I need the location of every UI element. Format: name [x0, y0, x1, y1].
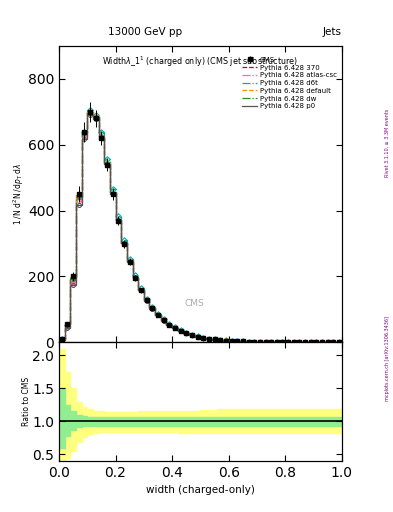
Legend: CMS, Pythia 6.428 370, Pythia 6.428 atlas-csc, Pythia 6.428 d6t, Pythia 6.428 de: CMS, Pythia 6.428 370, Pythia 6.428 atla…	[241, 55, 338, 111]
Pythia 6.428 370	[57, 336, 61, 343]
Line: Pythia 6.428 d6t: Pythia 6.428 d6t	[59, 110, 342, 343]
Pythia 6.428 370	[317, 339, 321, 346]
Pythia 6.428 default	[334, 339, 339, 346]
Pythia 6.428 p0	[334, 339, 339, 346]
Pythia 6.428 atlas-csc	[204, 336, 208, 342]
Pythia 6.428 d6t	[204, 335, 208, 342]
Pythia 6.428 d6t	[113, 213, 118, 219]
Pythia 6.428 dw	[334, 339, 339, 346]
Pythia 6.428 atlas-csc	[113, 217, 118, 223]
Y-axis label: $\mathrm{1\,/\,N}\;\mathrm{d}^2\mathrm{N}\,/\,\mathrm{d}p_\mathrm{T}\,\mathrm{d}: $\mathrm{1\,/\,N}\;\mathrm{d}^2\mathrm{N…	[12, 163, 26, 225]
Pythia 6.428 dw	[85, 110, 90, 116]
Pythia 6.428 default	[340, 339, 344, 346]
Pythia 6.428 atlas-csc	[317, 339, 321, 346]
Pythia 6.428 p0	[340, 339, 344, 346]
Pythia 6.428 atlas-csc	[328, 339, 333, 346]
Line: Pythia 6.428 atlas-csc: Pythia 6.428 atlas-csc	[59, 113, 342, 343]
Pythia 6.428 default	[85, 109, 90, 115]
Text: Width$\lambda\_1^1$ (charged only) (CMS jet substructure): Width$\lambda\_1^1$ (charged only) (CMS …	[103, 55, 298, 69]
Text: 13000 GeV pp: 13000 GeV pp	[108, 27, 182, 37]
Pythia 6.428 370	[204, 336, 208, 342]
Pythia 6.428 dw	[113, 217, 118, 223]
Pythia 6.428 default	[57, 336, 61, 342]
Pythia 6.428 p0	[204, 336, 208, 342]
Line: Pythia 6.428 default: Pythia 6.428 default	[59, 112, 342, 343]
Text: Rivet 3.1.10, ≥ 3.3M events: Rivet 3.1.10, ≥ 3.3M events	[385, 109, 389, 178]
Pythia 6.428 default	[125, 258, 129, 264]
Pythia 6.428 atlas-csc	[57, 337, 61, 343]
Pythia 6.428 dw	[57, 336, 61, 343]
Text: CMS: CMS	[185, 300, 205, 308]
Pythia 6.428 d6t	[125, 255, 129, 262]
Pythia 6.428 d6t	[226, 338, 231, 344]
Pythia 6.428 d6t	[328, 339, 333, 346]
Pythia 6.428 p0	[113, 217, 118, 223]
Pythia 6.428 p0	[328, 339, 333, 346]
Pythia 6.428 d6t	[340, 339, 344, 346]
X-axis label: width (charged-only): width (charged-only)	[146, 485, 255, 495]
Pythia 6.428 370	[125, 258, 129, 264]
Pythia 6.428 p0	[317, 339, 321, 346]
Pythia 6.428 p0	[226, 338, 231, 344]
Pythia 6.428 370	[328, 339, 333, 346]
Pythia 6.428 dw	[226, 338, 231, 344]
Pythia 6.428 370	[85, 109, 90, 115]
Pythia 6.428 default	[113, 217, 118, 223]
Line: Pythia 6.428 p0: Pythia 6.428 p0	[59, 115, 342, 343]
Pythia 6.428 default	[328, 339, 333, 346]
Pythia 6.428 dw	[317, 339, 321, 346]
Text: Jets: Jets	[323, 27, 342, 37]
Pythia 6.428 p0	[57, 337, 61, 344]
Pythia 6.428 dw	[340, 339, 344, 346]
Pythia 6.428 dw	[204, 336, 208, 342]
Pythia 6.428 370	[334, 339, 339, 346]
Pythia 6.428 default	[226, 338, 231, 344]
Pythia 6.428 atlas-csc	[226, 338, 231, 344]
Y-axis label: Ratio to CMS: Ratio to CMS	[22, 377, 31, 426]
Pythia 6.428 370	[113, 216, 118, 222]
Pythia 6.428 d6t	[57, 336, 61, 343]
Pythia 6.428 370	[226, 338, 231, 344]
Pythia 6.428 d6t	[334, 339, 339, 346]
Pythia 6.428 d6t	[317, 339, 321, 346]
Line: Pythia 6.428 dw: Pythia 6.428 dw	[59, 113, 342, 343]
Pythia 6.428 atlas-csc	[85, 110, 90, 116]
Pythia 6.428 default	[317, 339, 321, 346]
Text: mcplots.cern.ch [arXiv:1306.3436]: mcplots.cern.ch [arXiv:1306.3436]	[385, 316, 389, 401]
Pythia 6.428 370	[340, 339, 344, 346]
Pythia 6.428 dw	[328, 339, 333, 346]
Pythia 6.428 atlas-csc	[125, 258, 129, 264]
Line: Pythia 6.428 370: Pythia 6.428 370	[59, 112, 342, 343]
Pythia 6.428 default	[204, 336, 208, 342]
Pythia 6.428 d6t	[85, 107, 90, 113]
Pythia 6.428 p0	[125, 259, 129, 265]
Pythia 6.428 atlas-csc	[334, 339, 339, 346]
Pythia 6.428 dw	[125, 258, 129, 264]
Pythia 6.428 atlas-csc	[340, 339, 344, 346]
Pythia 6.428 p0	[85, 112, 90, 118]
